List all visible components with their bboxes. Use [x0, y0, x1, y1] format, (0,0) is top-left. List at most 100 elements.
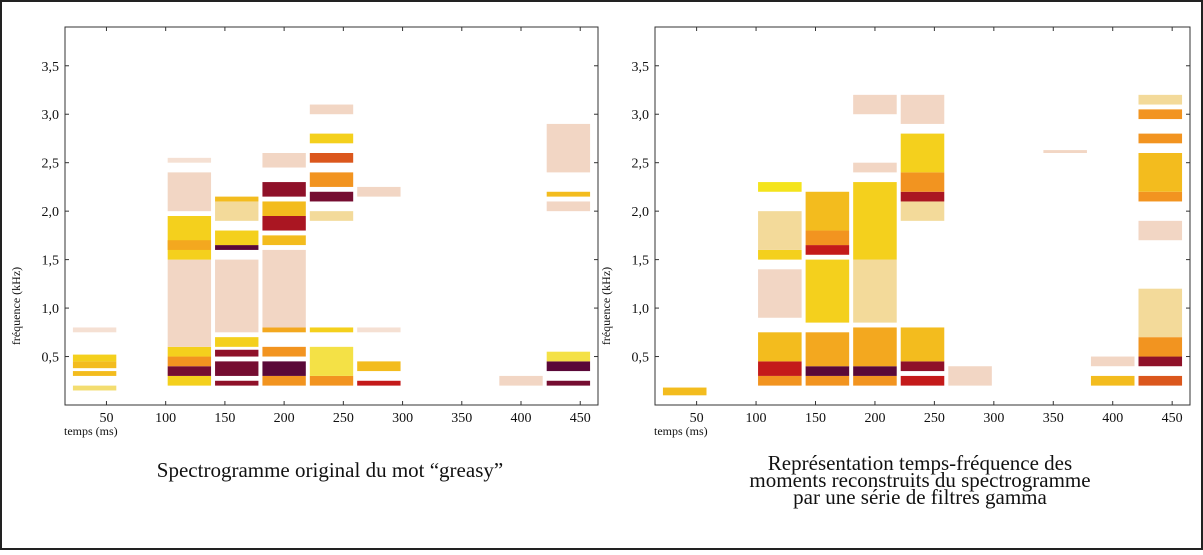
heat-cell: [167, 366, 212, 376]
heat-cell: [357, 380, 401, 386]
heat-cell: [72, 354, 117, 362]
y-tick-label: 2,0: [42, 205, 60, 220]
heat-cell: [215, 337, 259, 347]
heat-cell: [72, 371, 117, 376]
heat-cell: [167, 259, 212, 347]
heat-cell: [1138, 133, 1183, 144]
heat-cell: [900, 172, 945, 192]
heat-cell: [758, 375, 802, 386]
heat-cell: [309, 211, 354, 221]
heat-cell: [805, 366, 850, 376]
heat-cell: [1138, 288, 1183, 338]
heat-cell: [805, 332, 850, 367]
heat-cell: [853, 366, 897, 376]
axes-box: [64, 26, 599, 406]
heat-cell: [167, 356, 212, 367]
y-tick-label: 2,5: [632, 157, 650, 172]
heat-cell: [215, 196, 259, 202]
y-tick-label: 0,5: [42, 351, 60, 366]
heat-cell: [900, 191, 945, 202]
x-tick-label: 400: [511, 411, 532, 426]
heat-cell: [1138, 109, 1183, 120]
heat-cell: [215, 349, 259, 357]
heat-cell: [167, 157, 212, 163]
x-tick-label: 250: [333, 411, 354, 426]
x-tick-label: 350: [451, 411, 472, 426]
y-axis-label: fréquence (kHz): [9, 267, 23, 345]
heat-cell: [758, 269, 802, 318]
heat-cell: [262, 327, 306, 333]
heat-cell: [900, 327, 945, 362]
heat-cell: [853, 375, 897, 386]
heat-cell: [1090, 356, 1135, 367]
heat-cell: [1138, 94, 1183, 105]
x-tick-label: 100: [155, 411, 176, 426]
y-tick-label: 2,0: [632, 205, 650, 220]
y-tick-label: 3,0: [42, 108, 60, 123]
x-tick-label: 100: [746, 411, 767, 426]
x-axis-label: temps (ms): [64, 424, 118, 438]
heat-cell: [1138, 191, 1183, 202]
heat-cell: [262, 375, 306, 386]
x-tick-label: 50: [99, 411, 113, 426]
heat-cell: [900, 375, 945, 386]
heat-cell: [309, 327, 354, 333]
heat-cell: [357, 361, 401, 372]
heat-cell: [805, 230, 850, 246]
heat-cell: [853, 216, 897, 260]
axes-box: [654, 26, 1191, 406]
x-tick-label: 200: [274, 411, 295, 426]
caption: moments reconstruits du spectrogramme: [749, 468, 1090, 492]
heat-cell: [262, 153, 306, 168]
x-tick-label: 250: [924, 411, 945, 426]
caption: par une série de filtres gamma: [793, 485, 1047, 509]
caption: Spectrogramme original du mot “greasy”: [157, 458, 503, 482]
heat-cell: [499, 375, 543, 386]
heat-cell: [758, 182, 802, 192]
heat-cell: [805, 191, 850, 231]
heat-cell: [853, 94, 897, 115]
heat-cell: [546, 351, 591, 362]
heat-cell: [1138, 375, 1183, 386]
y-tick-label: 0,5: [632, 351, 650, 366]
heat-cell: [357, 327, 401, 333]
heat-cell: [1138, 220, 1183, 241]
heat-cell: [1138, 356, 1183, 367]
heat-cell: [357, 186, 401, 197]
x-tick-label: 300: [983, 411, 1004, 426]
heat-cell: [662, 387, 707, 396]
heat-cell: [262, 216, 306, 231]
heat-cell: [72, 327, 117, 333]
heat-cell: [900, 133, 945, 173]
y-tick-label: 2,5: [42, 157, 60, 172]
heat-cell: [853, 327, 897, 367]
x-tick-label: 200: [864, 411, 885, 426]
caption: Représentation temps-fréquence des: [768, 451, 1072, 475]
heat-cell: [546, 361, 591, 372]
heat-cell: [167, 172, 212, 212]
y-tick-label: 1,5: [632, 254, 650, 269]
y-tick-label: 1,0: [632, 302, 650, 317]
heat-cell: [1043, 150, 1087, 153]
heat-cell: [262, 249, 306, 328]
heat-cell: [309, 375, 354, 386]
x-tick-label: 300: [392, 411, 413, 426]
y-tick-label: 3,5: [42, 60, 60, 75]
y-tick-label: 1,5: [42, 254, 60, 269]
heat-cell: [900, 94, 945, 124]
x-tick-label: 150: [214, 411, 235, 426]
heat-cell: [805, 375, 850, 386]
y-axis-label: fréquence (kHz): [599, 267, 613, 345]
heat-cell: [167, 375, 212, 386]
x-tick-label: 400: [1102, 411, 1123, 426]
heat-cell: [900, 201, 945, 221]
heat-cell: [805, 245, 850, 255]
heat-cell: [309, 104, 354, 115]
heat-cell: [948, 366, 992, 386]
heat-cell: [309, 153, 354, 163]
heat-cell: [262, 346, 306, 357]
heat-cell: [805, 259, 850, 323]
heat-cell: [853, 259, 897, 323]
heat-cell: [72, 361, 117, 369]
